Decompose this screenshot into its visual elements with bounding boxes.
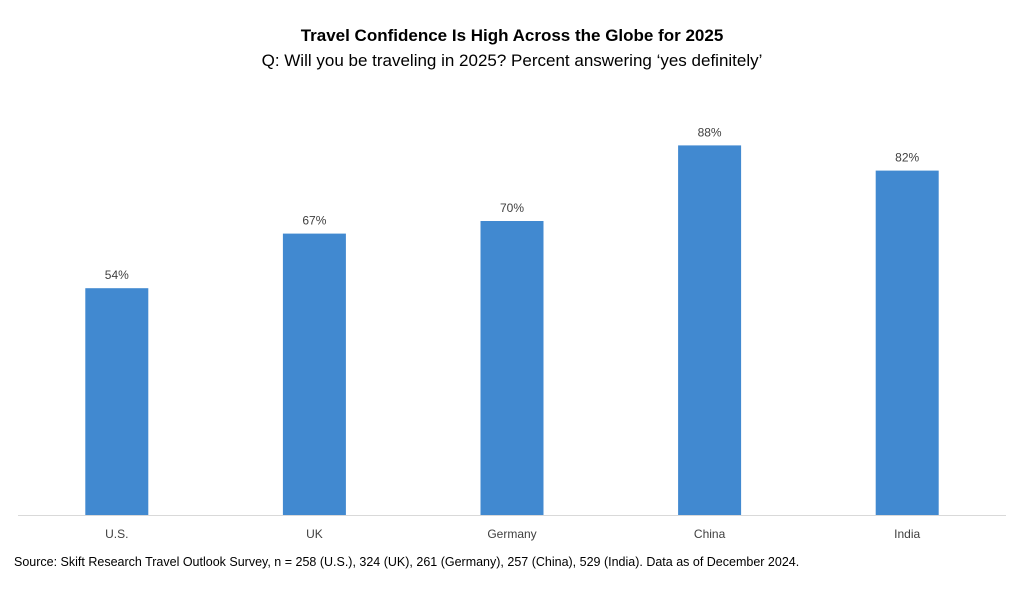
data-label: 54% bbox=[105, 268, 129, 282]
source-note: Source: Skift Research Travel Outlook Su… bbox=[14, 555, 800, 569]
x-tick-label: India bbox=[894, 527, 920, 541]
bar-u-s bbox=[85, 288, 149, 515]
bar-china bbox=[678, 145, 742, 515]
x-tick-label: U.S. bbox=[105, 527, 128, 541]
x-tick-label: China bbox=[694, 527, 726, 541]
bar-chart: 54% U.S. 67% UK 70% Germany 88% China 82% India bbox=[18, 125, 1006, 541]
x-tick-label: UK bbox=[306, 527, 323, 541]
bar-germany bbox=[480, 221, 544, 515]
data-label: 88% bbox=[698, 125, 722, 139]
bar-uk bbox=[282, 233, 346, 515]
data-label: 67% bbox=[302, 214, 326, 228]
data-label: 70% bbox=[500, 201, 524, 215]
x-tick-label: Germany bbox=[487, 527, 536, 541]
data-label: 82% bbox=[895, 151, 919, 165]
chart-subtitle: Q: Will you be traveling in 2025? Percen… bbox=[261, 51, 763, 70]
chart-title: Travel Confidence Is High Across the Glo… bbox=[300, 26, 724, 45]
bar-india bbox=[875, 170, 939, 515]
